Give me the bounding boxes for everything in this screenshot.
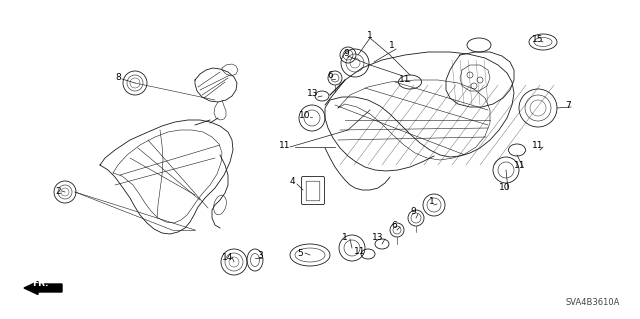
Text: 2: 2 <box>55 187 61 196</box>
Text: 1: 1 <box>429 197 435 206</box>
Text: 1: 1 <box>342 233 348 241</box>
Text: 9: 9 <box>343 48 349 57</box>
Text: 15: 15 <box>532 34 544 43</box>
Text: 6: 6 <box>391 220 397 229</box>
Text: 1: 1 <box>389 41 395 50</box>
Text: 10: 10 <box>300 110 311 120</box>
Text: 14: 14 <box>222 253 234 262</box>
Text: 11: 11 <box>399 75 411 84</box>
FancyArrow shape <box>24 281 62 294</box>
Text: 10: 10 <box>499 182 511 191</box>
Text: 13: 13 <box>307 90 319 99</box>
Text: 3: 3 <box>257 251 263 261</box>
Text: 11: 11 <box>515 160 525 169</box>
Text: 9: 9 <box>410 207 416 217</box>
Text: 4: 4 <box>289 177 295 187</box>
Text: 8: 8 <box>115 73 121 83</box>
Text: 5: 5 <box>297 249 303 257</box>
Text: 1: 1 <box>367 31 373 40</box>
Text: 7: 7 <box>565 101 571 110</box>
Text: 11: 11 <box>355 248 365 256</box>
Text: SVA4B3610A: SVA4B3610A <box>566 298 620 307</box>
Text: 11: 11 <box>279 140 291 150</box>
Text: 6: 6 <box>327 71 333 80</box>
Text: FR.: FR. <box>32 279 48 288</box>
Text: 11: 11 <box>532 140 544 150</box>
Text: 13: 13 <box>372 233 384 241</box>
